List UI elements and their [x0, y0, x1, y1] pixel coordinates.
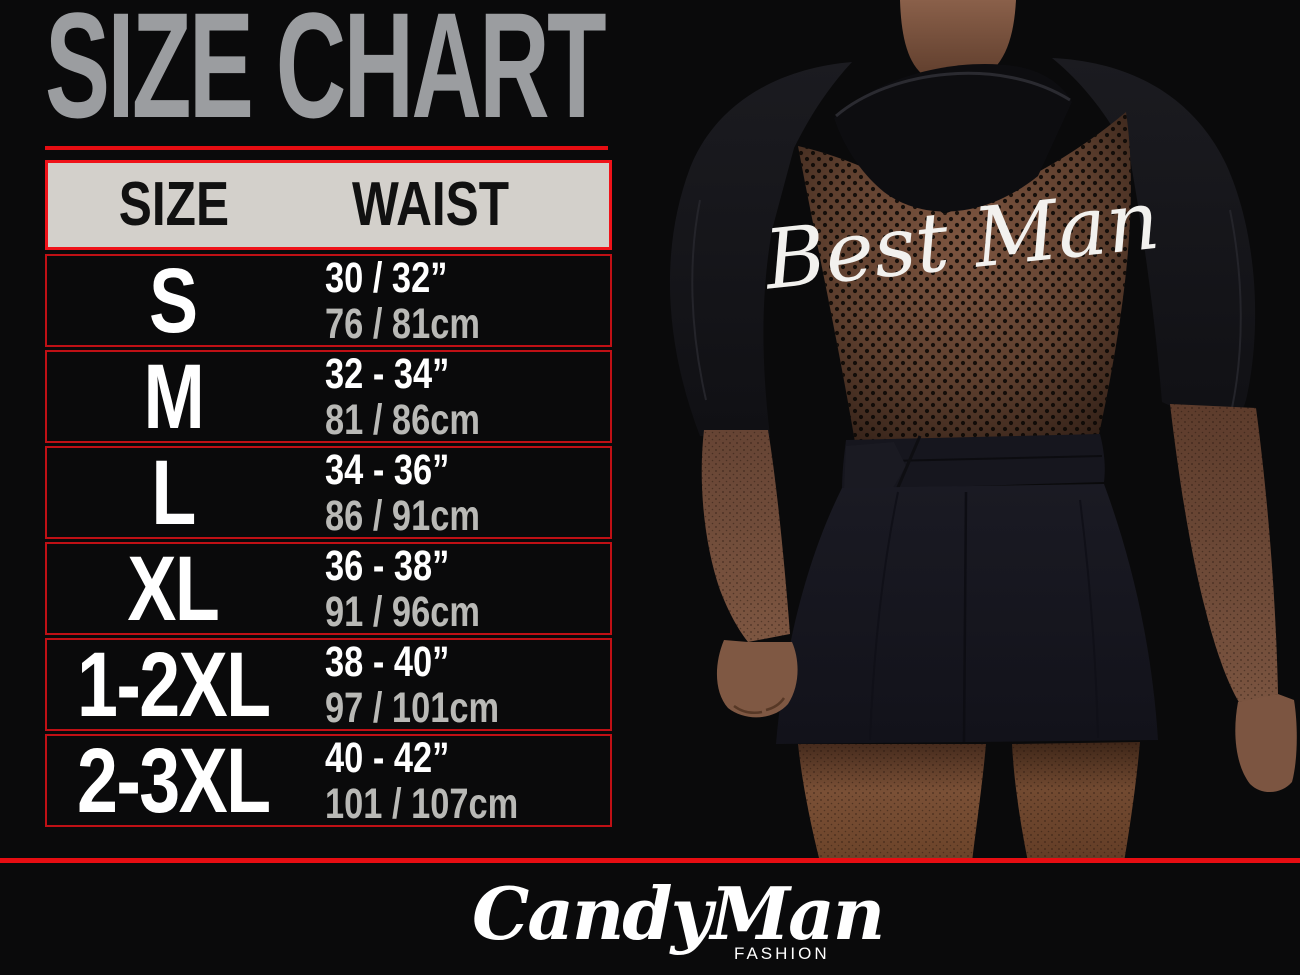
waist-cell: 30 / 32” 76 / 81cm [299, 253, 610, 348]
robe-belt [842, 434, 1105, 490]
waist-cm-value: 86 / 91cm [325, 491, 480, 540]
robe-collar [834, 64, 1072, 212]
page-title: SIZE CHART [45, 0, 665, 140]
size-cell: L [47, 441, 299, 544]
size-table-row: L 34 - 36” 86 / 91cm [45, 446, 612, 539]
model-figure-illustration: Best Man [669, 0, 1297, 862]
footer-divider-line [0, 858, 1300, 863]
size-value: 1-2XL [76, 633, 271, 736]
waist-inches-value: 40 - 42” [325, 733, 450, 782]
size-table-row: XL 36 - 38” 91 / 96cm [45, 542, 612, 635]
brand-subtitle: FASHION [734, 944, 830, 963]
model-neck [900, 0, 1016, 85]
robe-right-sleeve [1052, 58, 1256, 430]
waist-cell: 36 - 38” 91 / 96cm [299, 541, 610, 636]
robe-skirt [776, 484, 1158, 744]
brand-logo: CandyMan FASHION [472, 874, 892, 969]
left-hand-finger-lines [733, 697, 786, 714]
waist-cell: 32 - 34” 81 / 86cm [299, 349, 610, 444]
title-underline [45, 146, 608, 150]
size-table-header: SIZE WAIST [45, 160, 612, 250]
skirt-right-fold [1079, 499, 1099, 739]
size-cell: 2-3XL [47, 729, 299, 832]
model-left-forearm-texture [701, 430, 790, 642]
collar-highlight [835, 71, 1071, 118]
size-table-row: 2-3XL 40 - 42” 101 / 107cm [45, 734, 612, 827]
size-cell: S [47, 249, 299, 352]
size-value: L [151, 441, 196, 544]
mesh-dot-texture [798, 112, 1131, 448]
size-table-row: 1-2XL 38 - 40” 97 / 101cm [45, 638, 612, 731]
model-right-thigh-texture [1012, 742, 1140, 862]
model-left-hand [716, 640, 798, 718]
robe-left-sleeve [669, 62, 852, 436]
waist-inches-value: 36 - 38” [325, 541, 450, 590]
waist-cm-value: 101 / 107cm [325, 779, 519, 828]
size-value: 2-3XL [76, 729, 271, 832]
waist-inches-value: 30 / 32” [325, 253, 448, 302]
size-table: SIZE WAIST S 30 / 32” 76 / 81cm M 32 - 3… [45, 160, 612, 830]
skirt-left-pleat [869, 491, 899, 741]
model-right-hand [1235, 694, 1297, 793]
size-table-row: M 32 - 34” 81 / 86cm [45, 350, 612, 443]
skirt-center-seam [962, 491, 968, 743]
waist-cell: 40 - 42” 101 / 107cm [299, 733, 610, 828]
brand-name: CandyMan [472, 871, 885, 956]
size-table-rows: S 30 / 32” 76 / 81cm M 32 - 34” 81 / 86c… [45, 254, 612, 827]
waist-inches-value: 34 - 36” [325, 445, 450, 494]
left-sleeve-fold [691, 199, 707, 401]
size-cell: XL [47, 537, 299, 640]
size-column-header: SIZE [118, 170, 230, 239]
size-cell: M [47, 345, 299, 448]
waist-cell: 38 - 40” 97 / 101cm [299, 637, 610, 732]
model-right-forearm-texture [1170, 404, 1278, 704]
waist-inches-value: 32 - 34” [325, 349, 450, 398]
size-cell: 1-2XL [47, 633, 299, 736]
belt-knot [844, 442, 906, 496]
belt-fold [894, 435, 922, 493]
size-table-row: S 30 / 32” 76 / 81cm [45, 254, 612, 347]
size-value: M [143, 345, 204, 448]
waist-cm-value: 76 / 81cm [325, 299, 480, 348]
right-sleeve-fold [1229, 209, 1242, 409]
waist-cm-value: 81 / 86cm [325, 395, 480, 444]
waist-column-header: WAIST [352, 170, 510, 239]
size-value: S [149, 249, 198, 352]
waist-inches-value: 38 - 40” [325, 637, 450, 686]
product-photo: Best Man [669, 0, 1297, 862]
model-left-thigh-texture [798, 744, 986, 862]
waist-cell: 34 - 36” 86 / 91cm [299, 445, 610, 540]
page-title-text: SIZE CHART [45, 0, 607, 149]
waist-cm-value: 97 / 101cm [325, 683, 500, 732]
size-value: XL [127, 537, 220, 640]
waist-cm-value: 91 / 96cm [325, 587, 480, 636]
